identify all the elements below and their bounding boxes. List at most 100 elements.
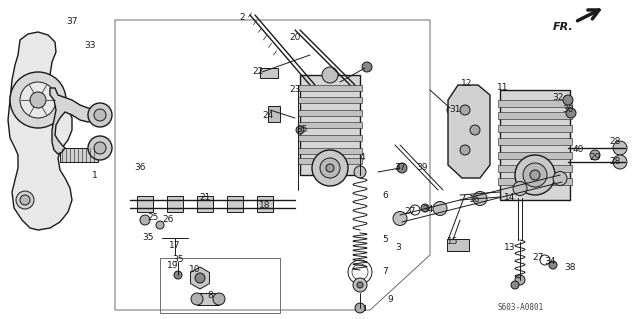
Text: 37: 37 bbox=[67, 18, 77, 26]
Bar bbox=[447, 239, 469, 251]
Bar bbox=[298, 85, 362, 91]
Text: 15: 15 bbox=[447, 238, 459, 247]
Text: 14: 14 bbox=[504, 194, 516, 203]
Circle shape bbox=[88, 136, 112, 160]
Text: 35: 35 bbox=[296, 125, 308, 135]
Text: 34: 34 bbox=[544, 257, 556, 266]
Text: 18: 18 bbox=[259, 201, 271, 210]
Text: 20: 20 bbox=[289, 33, 301, 42]
Circle shape bbox=[549, 261, 557, 269]
Bar bbox=[197, 196, 213, 212]
Bar bbox=[298, 122, 362, 128]
Circle shape bbox=[353, 278, 367, 292]
Text: 3: 3 bbox=[395, 243, 401, 253]
Circle shape bbox=[312, 150, 348, 186]
Bar bbox=[498, 112, 572, 119]
Circle shape bbox=[590, 150, 600, 160]
Circle shape bbox=[470, 125, 480, 135]
Text: 27: 27 bbox=[532, 254, 544, 263]
Circle shape bbox=[213, 293, 225, 305]
Circle shape bbox=[553, 172, 567, 186]
Text: S603-A0801: S603-A0801 bbox=[498, 302, 544, 311]
Circle shape bbox=[433, 202, 447, 216]
Circle shape bbox=[326, 164, 334, 172]
Bar bbox=[498, 152, 572, 159]
Bar bbox=[298, 110, 362, 116]
Bar bbox=[227, 196, 243, 212]
Text: FR.: FR. bbox=[553, 22, 573, 32]
Circle shape bbox=[511, 281, 519, 289]
Circle shape bbox=[421, 204, 429, 212]
Bar bbox=[355, 305, 365, 310]
Circle shape bbox=[613, 155, 627, 169]
Text: 35: 35 bbox=[172, 256, 184, 264]
Text: 11: 11 bbox=[497, 84, 509, 93]
Polygon shape bbox=[448, 85, 490, 178]
Bar bbox=[498, 100, 572, 107]
Text: 40: 40 bbox=[572, 145, 584, 154]
Circle shape bbox=[20, 195, 30, 205]
Bar bbox=[197, 293, 219, 305]
Text: 23: 23 bbox=[289, 85, 301, 94]
Text: 35: 35 bbox=[142, 234, 154, 242]
Circle shape bbox=[563, 95, 573, 105]
Bar bbox=[268, 106, 280, 122]
Bar bbox=[498, 178, 572, 185]
Circle shape bbox=[174, 271, 182, 279]
Circle shape bbox=[94, 142, 106, 154]
Bar bbox=[298, 97, 362, 103]
Circle shape bbox=[515, 275, 525, 285]
Text: 36: 36 bbox=[134, 164, 146, 173]
Circle shape bbox=[296, 126, 304, 134]
Text: 30: 30 bbox=[563, 106, 573, 115]
Text: 28: 28 bbox=[609, 137, 621, 146]
Bar bbox=[500, 90, 570, 200]
Text: 25: 25 bbox=[147, 213, 159, 222]
Text: 8: 8 bbox=[207, 291, 213, 300]
Text: 24: 24 bbox=[262, 110, 274, 120]
Text: 10: 10 bbox=[189, 265, 201, 275]
Text: 5: 5 bbox=[382, 235, 388, 244]
Bar bbox=[257, 196, 273, 212]
Text: 7: 7 bbox=[382, 268, 388, 277]
Circle shape bbox=[354, 166, 366, 178]
Circle shape bbox=[191, 293, 203, 305]
Circle shape bbox=[322, 67, 338, 83]
Circle shape bbox=[523, 163, 547, 187]
Circle shape bbox=[530, 170, 540, 180]
Text: 31: 31 bbox=[449, 106, 461, 115]
Text: 17: 17 bbox=[169, 241, 180, 249]
Circle shape bbox=[613, 141, 627, 155]
Circle shape bbox=[473, 191, 487, 205]
Bar bbox=[60, 148, 98, 162]
Circle shape bbox=[513, 182, 527, 196]
Circle shape bbox=[156, 221, 164, 229]
Text: 13: 13 bbox=[504, 243, 516, 253]
Text: 22: 22 bbox=[252, 68, 264, 77]
Circle shape bbox=[320, 158, 340, 178]
Circle shape bbox=[460, 145, 470, 155]
Circle shape bbox=[397, 163, 407, 173]
Bar bbox=[498, 138, 572, 145]
Bar bbox=[498, 125, 572, 132]
Bar bbox=[300, 75, 360, 175]
Text: 21: 21 bbox=[199, 194, 211, 203]
Text: 34: 34 bbox=[422, 205, 434, 214]
Text: 33: 33 bbox=[84, 41, 96, 49]
Text: 2: 2 bbox=[239, 13, 245, 23]
Circle shape bbox=[94, 109, 106, 121]
Circle shape bbox=[515, 155, 555, 195]
Text: 37: 37 bbox=[394, 164, 406, 173]
Bar bbox=[160, 258, 280, 313]
Text: 12: 12 bbox=[461, 79, 473, 88]
Bar bbox=[137, 196, 153, 212]
Text: 28: 28 bbox=[609, 158, 621, 167]
Bar bbox=[260, 68, 278, 78]
Circle shape bbox=[357, 282, 363, 288]
Bar bbox=[298, 158, 362, 164]
Circle shape bbox=[10, 72, 66, 128]
Text: 27: 27 bbox=[404, 207, 416, 217]
Circle shape bbox=[447, 105, 457, 115]
Text: 6: 6 bbox=[382, 190, 388, 199]
Polygon shape bbox=[191, 267, 209, 289]
